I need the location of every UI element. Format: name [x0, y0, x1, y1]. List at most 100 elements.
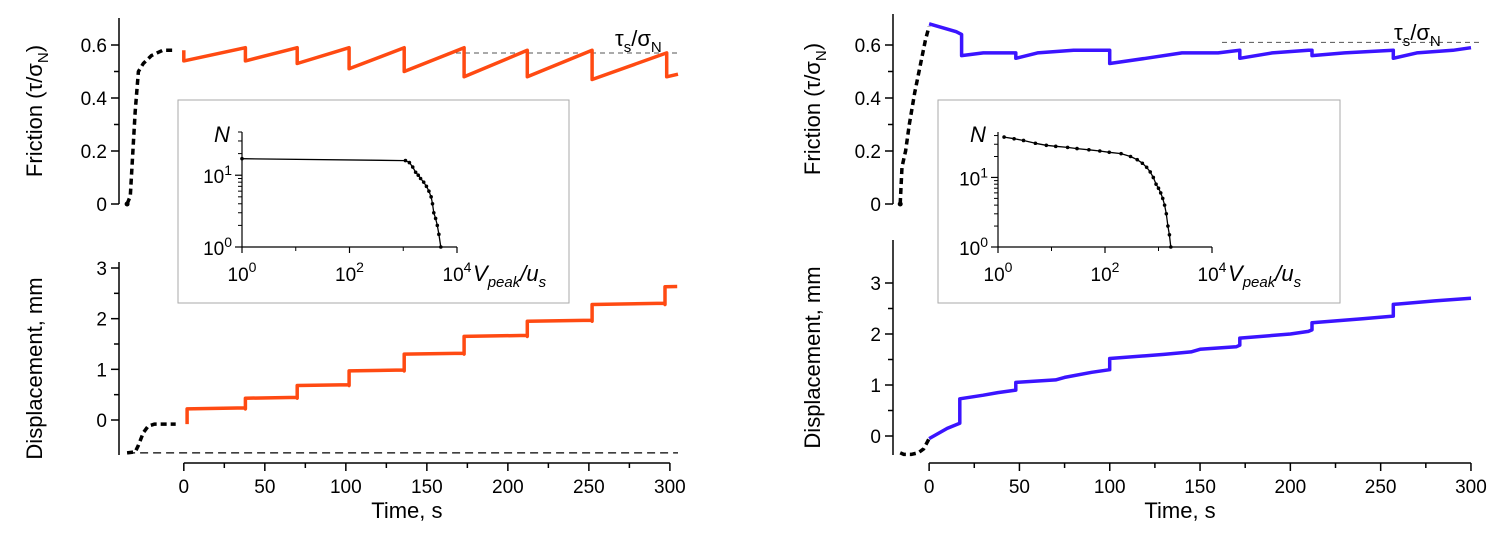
left-threshold-label-sub-n: N	[651, 39, 662, 56]
right-inset-y-tick-exp: 1	[980, 164, 988, 180]
right-inset-x-tick-exp: 4	[1219, 259, 1227, 275]
right-disp-y-tick-label: 3	[870, 274, 881, 295]
left-inset-point	[421, 180, 426, 184]
left-friction-series	[182, 45, 679, 82]
left-inset-point	[431, 210, 436, 215]
left-disp-y-tick-label: 0	[96, 411, 107, 432]
right-inset-frame	[937, 99, 1341, 304]
right-inset-point	[1098, 149, 1102, 153]
left-friction-y-tick-label: 0.4	[81, 89, 108, 110]
left-inset-x-label-div: /u	[518, 261, 538, 286]
left-x-tick-label: 150	[411, 477, 443, 498]
right-inset-point	[1128, 154, 1133, 159]
left-inset-point	[430, 201, 435, 206]
right-inset-point	[1107, 150, 1112, 155]
left-disp-series	[185, 284, 678, 425]
right-inset-point	[1169, 245, 1173, 249]
left-inset-point	[435, 223, 440, 228]
left-inset-frame	[177, 99, 570, 304]
right-friction-y-label-sub: N	[813, 50, 830, 61]
right-friction-series	[928, 22, 1472, 66]
right-x-tick-label: 100	[1094, 477, 1126, 498]
right-inset-y-tick-exp: 0	[980, 234, 988, 250]
right-disp-prep-series	[899, 437, 931, 457]
right-friction-y-tick-label: 0.6	[855, 36, 881, 57]
right-disp-series	[928, 296, 1472, 441]
right-disp-y-tick-label: 2	[870, 325, 881, 346]
right-friction-y-tick-label: 0.2	[855, 142, 881, 163]
right-x-tick-label: 300	[1455, 477, 1487, 498]
left-x-tick-label: 0	[179, 477, 190, 498]
left-inset-point	[439, 245, 443, 249]
right-inset-point	[1167, 232, 1172, 237]
right-inset-point	[1002, 135, 1006, 139]
right-inset-point	[1164, 212, 1169, 216]
left-inset-point	[424, 184, 429, 189]
right-inset-x-label-sub-peak: peak	[1242, 274, 1277, 291]
right-x-tick-label: 0	[924, 477, 935, 498]
left-friction-prep-series	[125, 48, 176, 205]
right-inset-point	[1156, 186, 1161, 191]
right-inset-point	[1140, 161, 1145, 166]
left-inset-point	[418, 176, 423, 181]
right-x-tick-label: 250	[1365, 477, 1397, 498]
left-inset-y-label: N	[214, 122, 230, 147]
right-threshold-label-div: /σ	[1410, 20, 1430, 45]
left-x-label: Time, s	[371, 498, 442, 523]
left-inset-x-label-sub-s: s	[539, 274, 547, 291]
right-friction-y-label: Friction (τ/σN)	[800, 43, 830, 175]
left-figure: 0 0.2 0.4 0.6 Friction (τ/σN) τs/σN 0 1 2 3 Displa…	[22, 18, 686, 523]
left-threshold-label: τs/σN	[615, 26, 662, 56]
left-x-tick-label: 300	[654, 477, 686, 498]
left-threshold-label-sub-s: s	[624, 39, 632, 56]
right-inset-point	[1166, 224, 1170, 228]
left-inset-point	[433, 216, 438, 221]
left-inset-point	[437, 232, 441, 237]
left-inset-x-tick-exp: 0	[249, 259, 257, 275]
left-inset-point	[410, 165, 415, 169]
right-disp-y-tick-label: 0	[870, 427, 881, 448]
left-disp-prep-series	[126, 422, 176, 455]
left-friction-y-label-sub: N	[35, 52, 52, 63]
left-x-tick-label: 100	[330, 477, 362, 498]
left-inset-point	[407, 160, 412, 165]
right-inset-point	[1160, 196, 1165, 201]
left-inset-x-label-sub-peak: peak	[487, 274, 522, 291]
right-inset-point	[1087, 147, 1091, 152]
right-inset-point	[1021, 138, 1026, 143]
right-inset-point	[1135, 157, 1140, 162]
left-threshold-label-div: /σ	[631, 26, 651, 51]
left-inset-x-tick-exp: 4	[464, 259, 472, 275]
right-inset-x-tick-exp: 2	[1112, 259, 1120, 275]
right-inset-point	[1065, 145, 1070, 150]
left-friction-y-tick-label: 0	[96, 195, 107, 216]
right-inset-point	[1148, 170, 1153, 174]
left-x-tick-label: 250	[573, 477, 605, 498]
right-friction-prep-start	[897, 201, 903, 207]
left-friction-y-tick-label: 0.2	[81, 142, 107, 163]
left-friction-y-tick-label: 0.6	[81, 36, 107, 57]
right-inset-point	[1162, 203, 1167, 207]
left-inset-point	[403, 158, 408, 163]
left-inset-y-tick-exp: 0	[224, 234, 232, 250]
right-inset-point	[1154, 182, 1158, 186]
right-x-tick-label: 150	[1184, 477, 1216, 498]
right-friction-y-tick-label: 0.4	[855, 89, 882, 110]
left-friction-y-label: Friction (τ/σN)	[22, 45, 52, 177]
left-inset-point	[240, 156, 244, 161]
right-inset-point	[1053, 144, 1058, 149]
left-disp-y-tick-label: 3	[96, 259, 107, 280]
right-friction-y-label-close: )	[800, 43, 825, 50]
right-inset-x-label-div: /u	[1273, 261, 1293, 286]
left-x-tick-label: 50	[254, 477, 275, 498]
left-inset-point	[427, 189, 431, 193]
right-threshold-label: τs/σN	[1394, 20, 1441, 50]
right-inset-y-label: N	[970, 122, 986, 147]
left-disp-y-tick-label: 2	[96, 310, 107, 331]
left-inset-point	[416, 173, 421, 178]
right-inset-point	[1075, 146, 1079, 151]
right-x-tick-label: 50	[1009, 477, 1030, 498]
right-threshold-label-sub-s: s	[1403, 33, 1411, 50]
